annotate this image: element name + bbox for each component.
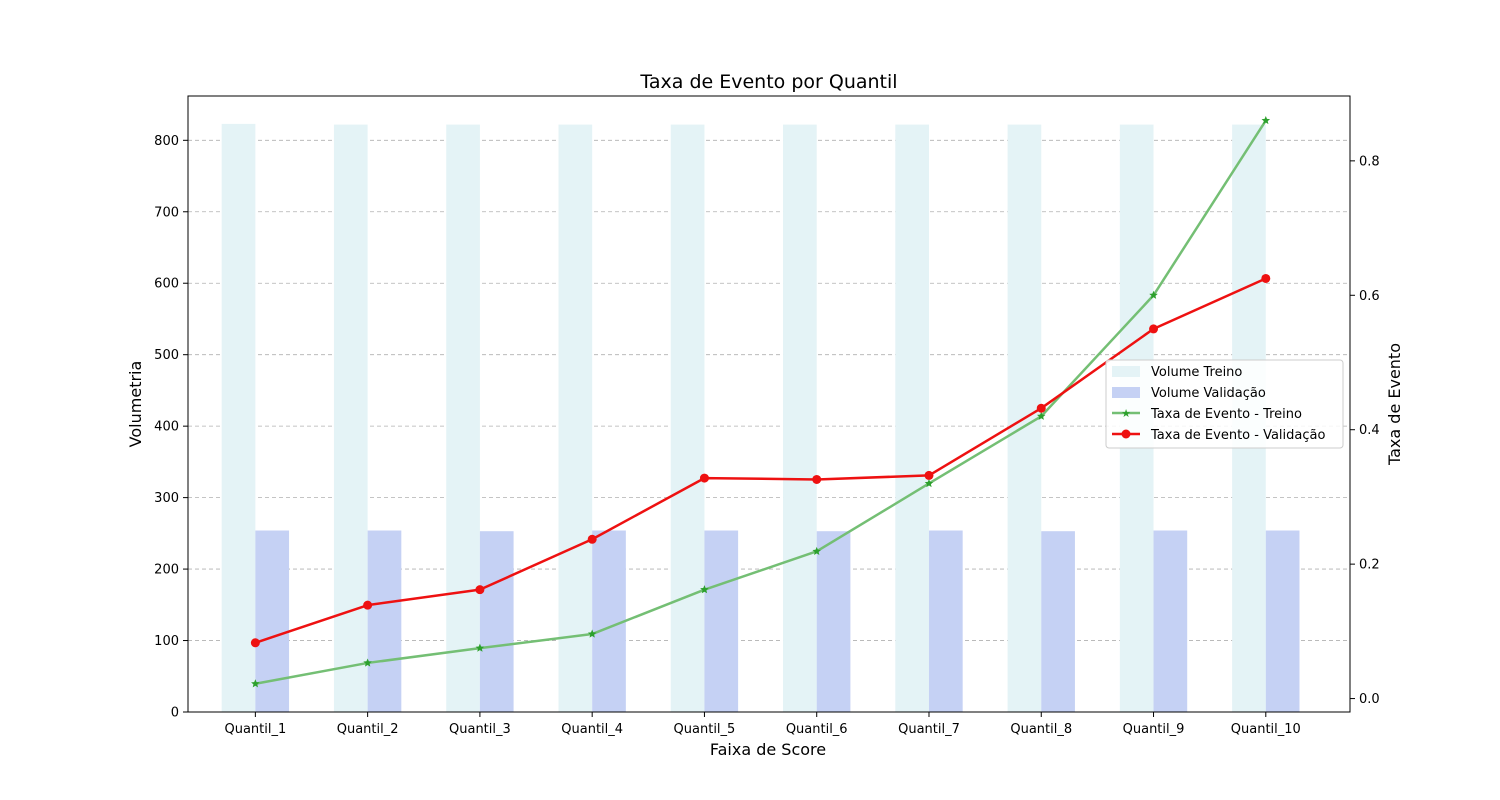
y2-tick-label: 0.0: [1359, 692, 1380, 707]
x-tick-label: Quantil_6: [786, 722, 848, 737]
bar-volume-validacao: [367, 530, 402, 712]
bar-volume-validacao: [704, 530, 739, 712]
y-tick-label: 300: [154, 491, 179, 506]
plot-frame: [187, 95, 1351, 713]
legend-marker-circle-icon: [1121, 429, 1131, 439]
bar-volume-treino: [221, 123, 256, 713]
x-tick-label: Quantil_7: [898, 722, 960, 737]
point-taxa-treino: [475, 643, 485, 652]
bar-volume-treino: [783, 124, 817, 712]
x-tick-label: Quantil_3: [449, 722, 511, 737]
y2-tick-label: 0.4: [1359, 423, 1380, 438]
bar-volume-validacao: [1041, 531, 1075, 712]
x-tick-label: Quantil_10: [1231, 722, 1301, 737]
y-tick-label: 700: [154, 205, 179, 220]
y-tick-label: 0: [171, 706, 179, 721]
y2-tick-label: 0.6: [1359, 289, 1380, 304]
legend-label-taxa-validacao: Taxa de Evento - Validação: [1150, 428, 1325, 443]
point-taxa-treino: [1261, 116, 1271, 125]
bar-volume-validacao: [1153, 530, 1188, 712]
point-taxa-treino: [587, 629, 597, 638]
point-taxa-treino: [812, 546, 821, 555]
legend-swatch-volume-treino: [1112, 366, 1140, 377]
y-tick-label: 100: [154, 634, 179, 649]
legend-label-volume-validacao: Volume Validação: [1151, 386, 1266, 401]
point-taxa-validacao: [587, 534, 597, 544]
legend-swatch-volume-validacao: [1112, 387, 1140, 398]
bar-volume-treino: [333, 124, 368, 712]
bar-volume-treino: [895, 124, 929, 712]
y2-tick-label: 0.8: [1359, 154, 1380, 169]
bar-volume-treino: [670, 124, 705, 712]
y-tick-label: 800: [154, 134, 179, 149]
chart-title: Taxa de Evento por Quantil: [639, 71, 897, 93]
y-axis-title: Volumetria: [126, 361, 145, 448]
bar-volume-validacao: [479, 531, 514, 712]
x-tick-label: Quantil_4: [561, 722, 623, 737]
point-taxa-treino: [363, 658, 372, 667]
x-tick-label: Quantil_5: [674, 722, 736, 737]
point-taxa-validacao: [1036, 403, 1046, 413]
lines: [250, 116, 1271, 688]
legend: Volume Treino Volume Validação ★ Taxa de…: [1105, 359, 1344, 449]
point-taxa-treino: [1036, 411, 1046, 420]
point-taxa-treino: [251, 679, 260, 688]
bar-volume-treino: [558, 124, 593, 712]
legend-label-volume-treino: Volume Treino: [1151, 365, 1242, 380]
bar-volume-treino: [446, 124, 480, 712]
x-tick-label: Quantil_2: [337, 722, 399, 737]
point-taxa-treino: [1149, 290, 1158, 299]
x-tick-label: Quantil_9: [1123, 722, 1185, 737]
point-taxa-validacao: [250, 638, 260, 648]
bar-volume-validacao: [255, 530, 290, 712]
point-taxa-validacao: [699, 473, 709, 483]
y-tick-label: 400: [154, 420, 179, 435]
legend-marker-star-icon: ★: [1121, 407, 1131, 420]
point-taxa-validacao: [924, 470, 934, 480]
point-taxa-treino: [700, 585, 709, 594]
point-taxa-validacao: [812, 474, 822, 484]
y-tick-label: 500: [154, 348, 179, 363]
bar-volume-validacao: [592, 530, 626, 712]
point-taxa-validacao: [1149, 324, 1159, 334]
line-taxa-treino: [255, 119, 1267, 685]
bars: [221, 123, 1300, 713]
y2-tick-label: 0.2: [1359, 558, 1380, 573]
bar-volume-validacao: [1265, 530, 1300, 712]
y2-axis-title: Taxa de Evento: [1385, 343, 1404, 466]
point-taxa-validacao: [1261, 273, 1271, 283]
y-tick-label: 200: [154, 563, 179, 578]
legend-box: [1105, 359, 1344, 449]
axis-ticks: 0 100 200 300 400 500 600 700 800 0.0 0.2 0.4 0.6 0.8…: [154, 134, 1380, 737]
x-tick-label: Quantil_1: [224, 722, 286, 737]
point-taxa-validacao: [475, 585, 485, 595]
bar-volume-validacao: [928, 530, 963, 712]
legend-label-taxa-treino: Taxa de Evento - Treino: [1150, 407, 1302, 422]
x-axis-title: Faixa de Score: [710, 740, 826, 759]
line-taxa-validacao: [254, 277, 1267, 644]
x-tick-label: Quantil_8: [1010, 722, 1072, 737]
point-taxa-validacao: [363, 600, 373, 610]
bar-volume-validacao: [816, 531, 851, 712]
point-taxa-treino: [924, 478, 934, 488]
y-tick-label: 600: [154, 277, 179, 292]
